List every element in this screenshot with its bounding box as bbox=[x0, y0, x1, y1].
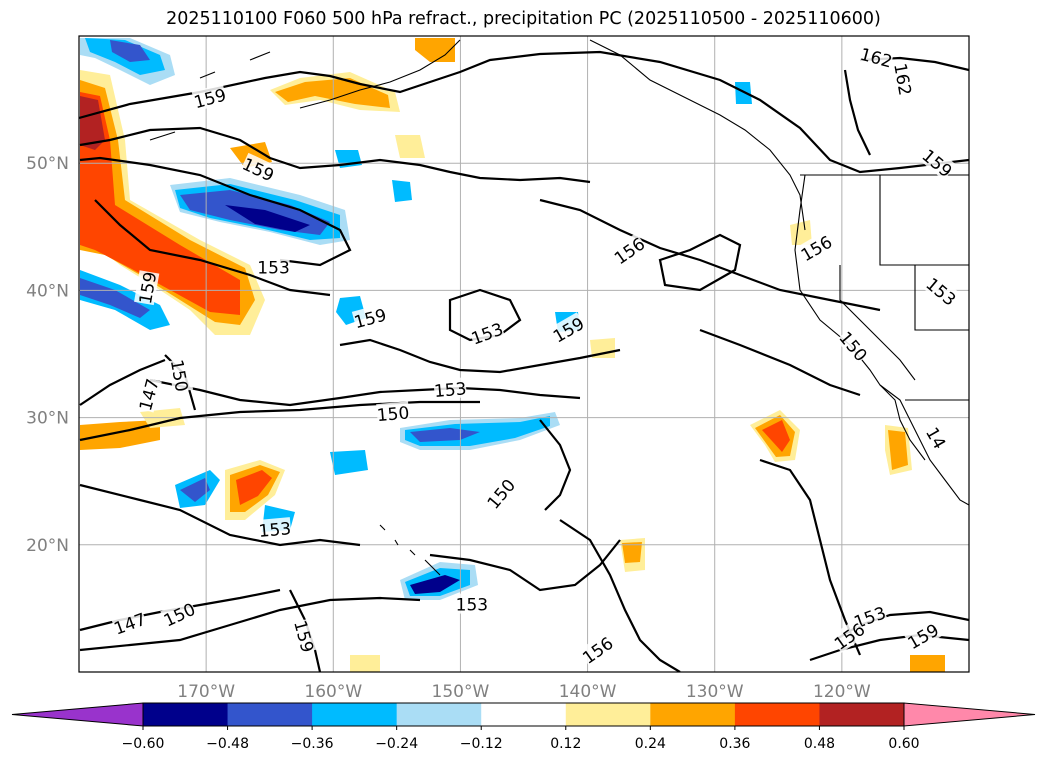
colorbar-frame bbox=[142, 702, 905, 727]
colorbar-tick-label: −0.48 bbox=[206, 736, 249, 752]
colorbar-tick-label: 0.60 bbox=[888, 736, 919, 752]
pos-shading-small-b bbox=[790, 220, 812, 245]
pos-shading-west-band-dark bbox=[80, 96, 105, 150]
neg-shading-25n-core bbox=[180, 478, 210, 502]
pos-shading-bottom-a bbox=[350, 655, 380, 672]
colorbar-segment bbox=[143, 703, 229, 726]
contour-156-a bbox=[79, 156, 352, 267]
colorbar-tick-label: 0.48 bbox=[804, 736, 835, 752]
colorbar-segment bbox=[396, 703, 482, 726]
colorbar-tick-label: 0.36 bbox=[719, 736, 750, 752]
colorbar-tick-label: −0.12 bbox=[460, 736, 503, 752]
border-states-a bbox=[879, 175, 969, 266]
pos-shading-alaska-core bbox=[275, 78, 390, 108]
contour-east-b bbox=[759, 458, 862, 656]
border-states-b bbox=[839, 265, 916, 381]
colorbar-segment bbox=[734, 703, 820, 726]
neg-shading-w40n-core bbox=[80, 278, 150, 318]
contour-159-mid bbox=[339, 338, 621, 374]
svg-text:153: 153 bbox=[456, 596, 488, 616]
hawaii bbox=[379, 524, 441, 576]
svg-text:153: 153 bbox=[258, 519, 292, 542]
contour-153-17n bbox=[429, 539, 621, 592]
colorbar-segment bbox=[481, 703, 567, 726]
longitude-labels: 170°W 160°W 150°W 140°W 130°W 120°W bbox=[177, 682, 871, 702]
longitude-label: 150°W bbox=[432, 682, 490, 702]
neg-shading-17n-deep bbox=[410, 575, 460, 594]
neg-shading-blob-d bbox=[735, 82, 752, 104]
pos-shading-east-b-core bbox=[888, 430, 908, 470]
pos-shading-25n-red bbox=[236, 470, 272, 505]
map-frame bbox=[78, 35, 970, 673]
graticule bbox=[79, 36, 969, 672]
pos-shading-east-c-core bbox=[622, 542, 642, 563]
colorbar-tick-label: 0.12 bbox=[550, 736, 581, 752]
colorbar-tick-label: 0.24 bbox=[635, 736, 666, 752]
colorbar-segment bbox=[565, 703, 651, 726]
longitude-label: 170°W bbox=[177, 682, 235, 702]
svg-text:153: 153 bbox=[433, 379, 467, 402]
colorbar-segment bbox=[227, 703, 313, 726]
contour-150-south bbox=[539, 419, 572, 511]
neg-shading-28n-mid bbox=[410, 428, 480, 442]
coast-baja bbox=[879, 384, 926, 461]
contour-153-south bbox=[79, 483, 361, 547]
contour-162-b bbox=[843, 69, 871, 156]
neg-shading-45n-deep bbox=[225, 205, 310, 232]
contour-150-south-b bbox=[79, 596, 421, 652]
latitude-label: 20°N bbox=[26, 536, 69, 556]
colorbar-tick-label: −0.60 bbox=[122, 736, 165, 752]
pos-shading-east-a-red bbox=[762, 420, 790, 452]
map-title: 2025110100 F060 500 hPa refract., precip… bbox=[166, 9, 881, 29]
contour-153-mid bbox=[448, 288, 522, 342]
contour-156-mid-b bbox=[658, 233, 742, 292]
border-states-c bbox=[914, 265, 969, 331]
colorbar-tick-label: −0.24 bbox=[375, 736, 418, 752]
neg-shading-blob-c bbox=[392, 180, 412, 202]
contour-147 bbox=[79, 358, 166, 406]
colorbar-segment bbox=[650, 703, 736, 726]
longitude-label: 140°W bbox=[559, 682, 617, 702]
pos-shading-small-c bbox=[395, 135, 425, 158]
colorbar-segment bbox=[819, 703, 905, 726]
latitude-label: 50°N bbox=[26, 154, 69, 174]
longitude-label: 160°W bbox=[304, 682, 362, 702]
longitude-label: 130°W bbox=[686, 682, 744, 702]
aleutian-islands bbox=[149, 51, 271, 141]
colorbar-extend-max bbox=[903, 702, 1036, 727]
svg-text:153: 153 bbox=[257, 259, 289, 279]
latitude-label: 40°N bbox=[26, 281, 69, 301]
pos-shading-bottom-b bbox=[910, 655, 945, 672]
contour-159-north bbox=[79, 50, 969, 174]
coast-bc bbox=[589, 39, 806, 231]
contour-label: 153 bbox=[257, 256, 290, 279]
contour-150 bbox=[79, 400, 480, 442]
coast-west-us bbox=[794, 174, 969, 506]
longitude-label: 120°W bbox=[813, 682, 871, 702]
contour-156-mid bbox=[539, 198, 881, 312]
pos-shading-alaska-top bbox=[415, 38, 455, 62]
coast-alaska bbox=[299, 39, 461, 109]
colorbar-tick-label: −0.36 bbox=[291, 736, 334, 752]
colorbar-extend-min bbox=[11, 702, 144, 727]
contour-153-b bbox=[149, 378, 581, 407]
contour-label: 153 bbox=[456, 593, 488, 616]
contour-label: 153 bbox=[258, 517, 292, 542]
neg-shading-nw-deep bbox=[110, 40, 150, 62]
contour-east-a bbox=[699, 328, 861, 397]
contour-156-south bbox=[559, 519, 681, 672]
neg-shading-blob-f bbox=[330, 450, 368, 475]
contour-label: 150 bbox=[376, 401, 410, 426]
contour-159-loop bbox=[79, 126, 591, 184]
latitude-labels: 50°N 40°N 30°N 20°N bbox=[26, 154, 69, 556]
contour-label: 153 bbox=[433, 377, 467, 402]
latitude-label: 30°N bbox=[26, 409, 69, 429]
colorbar: −0.60 −0.48 −0.36 −0.24 −0.12 0.12 0.24 0.36 0.4… bbox=[11, 702, 1036, 752]
svg-text:150: 150 bbox=[376, 403, 410, 426]
colorbar-segment bbox=[312, 703, 398, 726]
contour-153-a bbox=[94, 199, 331, 297]
